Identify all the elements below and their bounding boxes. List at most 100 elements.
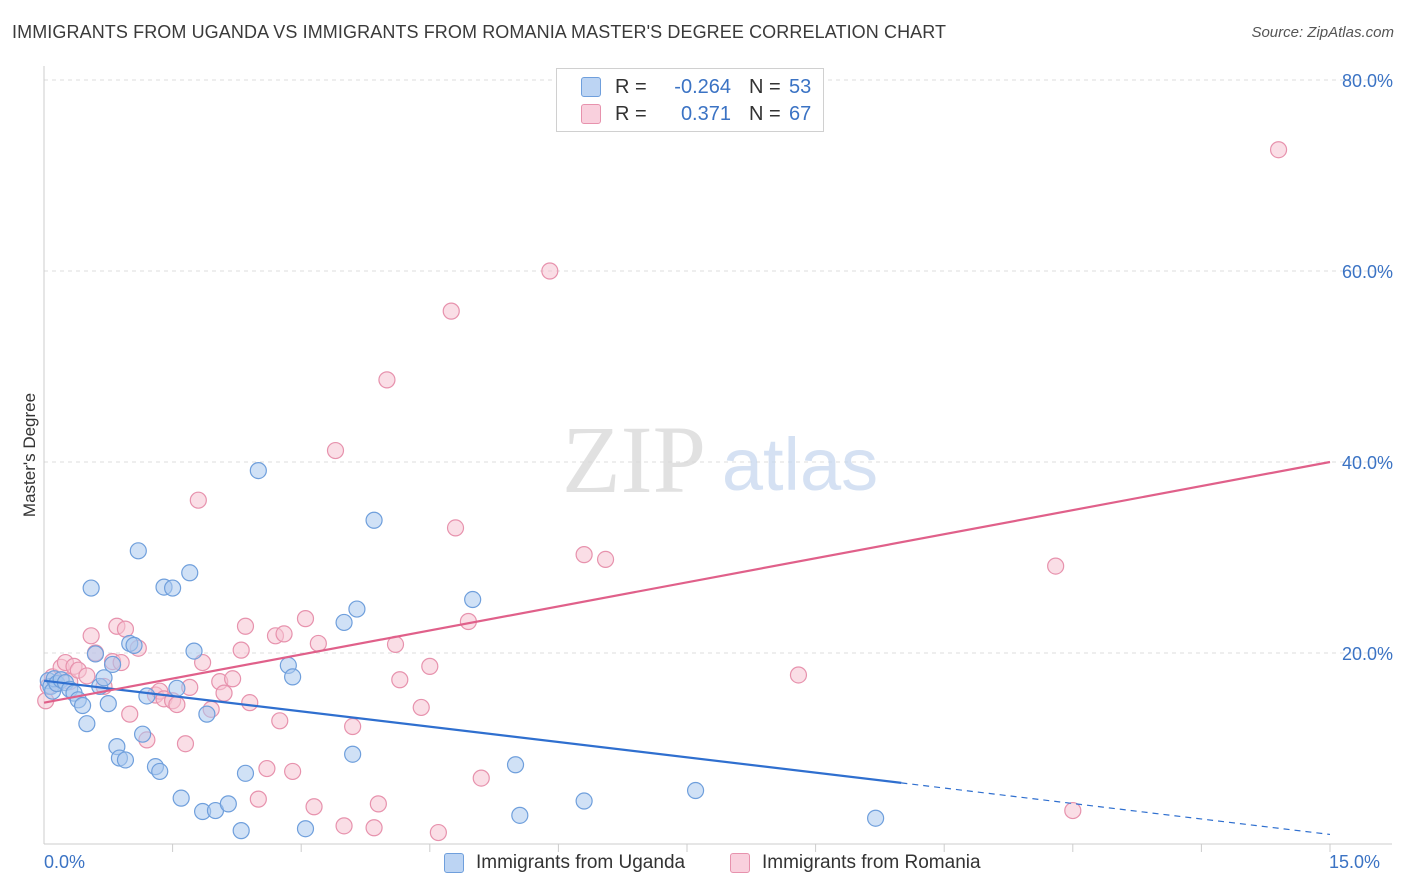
romania-point [1269, 141, 1288, 159]
watermark-atlas: atlas [722, 423, 878, 506]
romania-point [365, 819, 383, 837]
uganda-trend-extension [901, 782, 1331, 836]
romania-point [305, 798, 323, 816]
romania-point [232, 641, 250, 659]
uganda-point [365, 511, 383, 529]
bottom-legend-swatch-romania [730, 853, 750, 873]
romania-point [241, 694, 259, 712]
romania-point [275, 625, 293, 643]
romania-point [116, 620, 135, 638]
axes [43, 66, 1392, 852]
romania-point [421, 657, 439, 675]
romania-point [224, 670, 242, 688]
legend-n-label: N = [749, 102, 781, 125]
uganda-point [181, 564, 199, 582]
legend-r-label: R = [615, 102, 647, 125]
uganda-point [129, 542, 147, 560]
romania-point [412, 698, 430, 717]
uganda-point [103, 655, 122, 674]
legend-n-label: N = [749, 75, 781, 98]
romania-point [326, 441, 345, 460]
legend-n-value: 53 [789, 75, 812, 98]
romania-point [391, 671, 409, 689]
uganda-point [172, 789, 190, 807]
bottom-legend-label-uganda: Immigrants from Uganda [476, 852, 686, 873]
uganda-point [168, 679, 186, 697]
watermark-zip: ZIP [562, 406, 706, 513]
uganda-point [236, 764, 255, 782]
y-tick-label: 40.0% [1342, 453, 1393, 473]
legend-row-uganda: R = -0.264 N = 53 [557, 74, 811, 100]
romania-point [236, 617, 255, 635]
uganda-point [198, 705, 216, 723]
source-label: Source: ZipAtlas.com [1251, 24, 1394, 41]
uganda-point [116, 751, 135, 769]
romania-point [369, 795, 387, 813]
romania-point [176, 735, 195, 753]
romania-point [296, 610, 315, 628]
uganda-point [95, 669, 113, 687]
romania-point [284, 762, 302, 781]
uganda-point [133, 725, 152, 743]
uganda-point [185, 642, 203, 660]
trend-lines [43, 460, 1331, 836]
uganda-point [138, 687, 156, 705]
romania-point [194, 653, 212, 672]
romania-trend-line [43, 460, 1331, 704]
x-tick-label-max: 15.0% [1329, 852, 1381, 872]
bottom-legend-swatch-uganda [444, 853, 464, 873]
uganda-point [125, 636, 143, 654]
uganda-point [151, 762, 169, 781]
legend-swatch-romania [581, 104, 601, 124]
uganda-point [82, 579, 100, 597]
legend-r-value: 0.371 [680, 102, 731, 125]
romania-point [121, 705, 139, 723]
chart-title: IMMIGRANTS FROM UGANDA VS IMMIGRANTS FRO… [12, 22, 947, 42]
romania-point [335, 817, 353, 835]
gridlines [44, 79, 1392, 654]
uganda-point [335, 613, 353, 632]
uganda-point [506, 756, 525, 774]
uganda-point [99, 695, 117, 713]
uganda-point [296, 820, 315, 838]
romania-point [249, 790, 267, 808]
legend-r-value: -0.264 [674, 75, 731, 98]
legend-swatch-uganda [581, 77, 601, 97]
bottom-legend-romania: Immigrants from Romania [730, 852, 981, 874]
x-tick-label-min: 0.0% [44, 852, 86, 872]
romania-point [446, 519, 465, 537]
uganda-trend-line [43, 679, 902, 784]
romania-point [575, 546, 593, 564]
romania-point [1064, 801, 1082, 820]
uganda-point [867, 809, 885, 827]
romania-point [378, 371, 396, 389]
legend-row-romania: R = 0.371 N = 67 [557, 101, 811, 127]
uganda-point [575, 792, 593, 810]
romania-point [309, 634, 327, 653]
uganda-point [284, 668, 302, 686]
romania-point [596, 550, 615, 569]
bottom-legend-label-romania: Immigrants from Romania [762, 852, 981, 873]
romania-point [82, 627, 100, 645]
legend-r-label: R = [615, 75, 647, 98]
y-tick-label: 60.0% [1342, 262, 1393, 282]
romania-point [215, 684, 233, 702]
uganda-point [232, 822, 250, 840]
uganda-point [511, 806, 529, 824]
uganda-point [78, 715, 96, 733]
romania-point [258, 759, 276, 778]
uganda-point [86, 645, 105, 663]
uganda-point [164, 579, 182, 597]
romania-point [271, 712, 289, 730]
romania-point [168, 695, 186, 714]
romania-point [789, 666, 808, 684]
y-tick-label: 80.0% [1342, 71, 1393, 91]
y-axis-label: Master's Degree [20, 392, 39, 518]
uganda-points [39, 461, 885, 840]
romania-point [344, 717, 362, 736]
uganda-point [348, 600, 366, 618]
romania-point [1047, 557, 1065, 575]
bottom-legend-uganda: Immigrants from Uganda [444, 852, 685, 874]
romania-point [78, 667, 96, 685]
